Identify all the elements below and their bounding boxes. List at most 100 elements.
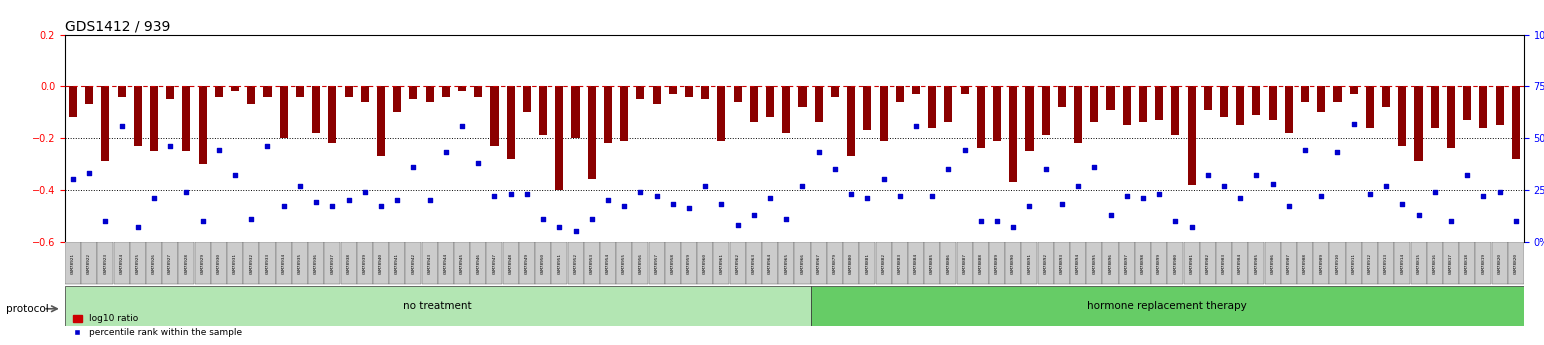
Bar [244, 242, 259, 284]
Bar [406, 242, 422, 284]
Point [207, 148, 232, 153]
Bar [828, 242, 843, 284]
Text: GSM78898: GSM78898 [1141, 253, 1146, 274]
Point [1180, 224, 1204, 230]
Bar [928, 86, 936, 128]
Point [190, 218, 215, 224]
Bar [506, 86, 514, 159]
Bar [150, 86, 157, 151]
Bar [1317, 86, 1325, 112]
Bar [1107, 86, 1115, 110]
Point [1227, 195, 1252, 201]
Bar [571, 86, 579, 138]
Text: GSM78901: GSM78901 [1189, 253, 1194, 274]
Bar [259, 242, 275, 284]
Text: GSM78820: GSM78820 [1513, 253, 1518, 274]
Text: GSM78881: GSM78881 [865, 253, 869, 274]
Text: no treatment: no treatment [403, 301, 472, 311]
Bar [1265, 242, 1280, 284]
Legend: log10 ratio, percentile rank within the sample: log10 ratio, percentile rank within the … [69, 311, 245, 341]
Text: GSM78949: GSM78949 [525, 253, 530, 274]
Bar [1496, 86, 1504, 125]
Point [1147, 191, 1172, 197]
Bar [69, 86, 77, 117]
Point [855, 195, 880, 201]
Point [547, 224, 571, 230]
Point [920, 193, 945, 199]
Text: GSM78940: GSM78940 [378, 253, 383, 274]
Bar [843, 242, 858, 284]
Text: GSM78903: GSM78903 [1221, 253, 1226, 274]
Text: protocol: protocol [6, 304, 49, 314]
Bar [1366, 86, 1374, 128]
Bar [1252, 86, 1260, 115]
Bar [1492, 242, 1507, 284]
Bar [292, 242, 307, 284]
Bar [523, 86, 531, 112]
Text: GSM78927: GSM78927 [168, 253, 173, 274]
Bar [1025, 86, 1033, 151]
Bar [945, 86, 953, 122]
Bar [896, 86, 903, 102]
Bar [65, 242, 80, 284]
Point [157, 144, 182, 149]
Text: GSM78928: GSM78928 [184, 253, 188, 274]
Text: GSM78964: GSM78964 [767, 253, 772, 274]
Bar [1431, 86, 1439, 128]
Point [1115, 193, 1139, 199]
Bar [1427, 242, 1442, 284]
Bar [471, 242, 486, 284]
Bar [1058, 86, 1065, 107]
Bar [1394, 242, 1410, 284]
Bar [1220, 86, 1227, 117]
Bar [568, 242, 584, 284]
Bar [1167, 242, 1183, 284]
Point [726, 222, 750, 228]
Point [272, 204, 296, 209]
Bar [422, 242, 437, 284]
Bar [1362, 242, 1377, 284]
Bar [733, 86, 741, 102]
Point [125, 224, 150, 230]
Bar [309, 242, 324, 284]
Bar [1285, 86, 1292, 133]
Point [693, 183, 718, 188]
Bar [296, 86, 304, 97]
Point [823, 166, 848, 172]
Bar [766, 86, 774, 117]
Bar [329, 86, 337, 143]
Bar [389, 242, 405, 284]
Bar [1042, 86, 1050, 136]
Bar [1122, 86, 1130, 125]
Point [903, 123, 928, 128]
Point [1050, 201, 1075, 207]
Bar [1022, 242, 1038, 284]
Text: GSM78943: GSM78943 [428, 253, 432, 274]
Text: GSM78900: GSM78900 [1173, 253, 1178, 274]
Text: GSM78942: GSM78942 [411, 253, 415, 274]
Bar [604, 86, 611, 143]
Text: GSM78899: GSM78899 [1156, 253, 1161, 274]
Bar [783, 86, 791, 133]
Text: GSM78908: GSM78908 [1303, 253, 1308, 274]
Point [1065, 183, 1090, 188]
Bar [811, 286, 1524, 326]
Text: GSM78962: GSM78962 [735, 253, 740, 274]
Bar [636, 86, 644, 99]
Bar [1119, 242, 1135, 284]
Text: GSM78954: GSM78954 [605, 253, 610, 274]
Text: GSM78921: GSM78921 [71, 253, 76, 274]
Point [1212, 183, 1237, 188]
Bar [276, 242, 292, 284]
Bar [584, 242, 599, 284]
Point [1374, 183, 1399, 188]
Text: GSM78956: GSM78956 [638, 253, 642, 274]
Bar [1070, 242, 1085, 284]
Point [1017, 204, 1042, 209]
Text: GDS1412 / 939: GDS1412 / 939 [65, 19, 170, 33]
Bar [279, 86, 287, 138]
Point [337, 197, 361, 203]
Point [1471, 193, 1496, 199]
Point [985, 218, 1010, 224]
Bar [409, 86, 417, 99]
